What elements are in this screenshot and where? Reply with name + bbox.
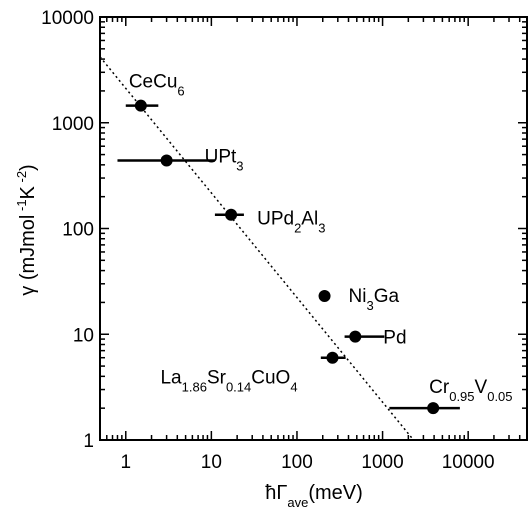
- y-tick-label: 10000: [41, 8, 94, 29]
- y-axis-title: γ (mJmol -1K -2): [14, 164, 39, 295]
- point-label: Cr0.95V0.05: [429, 377, 512, 404]
- plot-axes: 1 10 100 1000 10000 1 10 100 1000 10000: [41, 8, 528, 473]
- point-label: Pd: [383, 328, 406, 349]
- data-point: [326, 351, 339, 364]
- y-tick-label: 100: [62, 220, 94, 241]
- data-point: [160, 154, 173, 167]
- x-axis-title: ħΓave(meV): [265, 482, 363, 510]
- point-label: La1.86Sr0.14CuO4: [160, 368, 297, 395]
- point-label: CeCu6: [129, 72, 185, 99]
- x-tick-label: 10: [201, 452, 222, 473]
- y-tick-label: 1000: [52, 114, 94, 135]
- data-point: [225, 208, 238, 221]
- data-point: [134, 99, 147, 112]
- point-labels: CeCu6 UPt3 UPd2Al3 Ni3Ga Pd La1.86Sr0.14CuO4 C…: [129, 72, 513, 404]
- data-point: [427, 402, 440, 415]
- data-point: [349, 330, 362, 343]
- data-point: [318, 289, 331, 302]
- y-tick-label: 1: [83, 431, 94, 452]
- point-label: Ni3Ga: [349, 286, 400, 313]
- point-label: UPt3: [205, 146, 244, 173]
- axis-titles: ħΓave(meV) γ (mJmol -1K -2): [14, 164, 363, 510]
- y-tick-label: 10: [73, 325, 94, 346]
- x-tick-label: 1: [120, 452, 131, 473]
- point-label: UPd2Al3: [257, 209, 325, 236]
- x-tick-label: 1000: [361, 452, 403, 473]
- x-tick-label: 10000: [442, 452, 495, 473]
- x-tick-label: 100: [281, 452, 313, 473]
- data-points: [117, 99, 460, 415]
